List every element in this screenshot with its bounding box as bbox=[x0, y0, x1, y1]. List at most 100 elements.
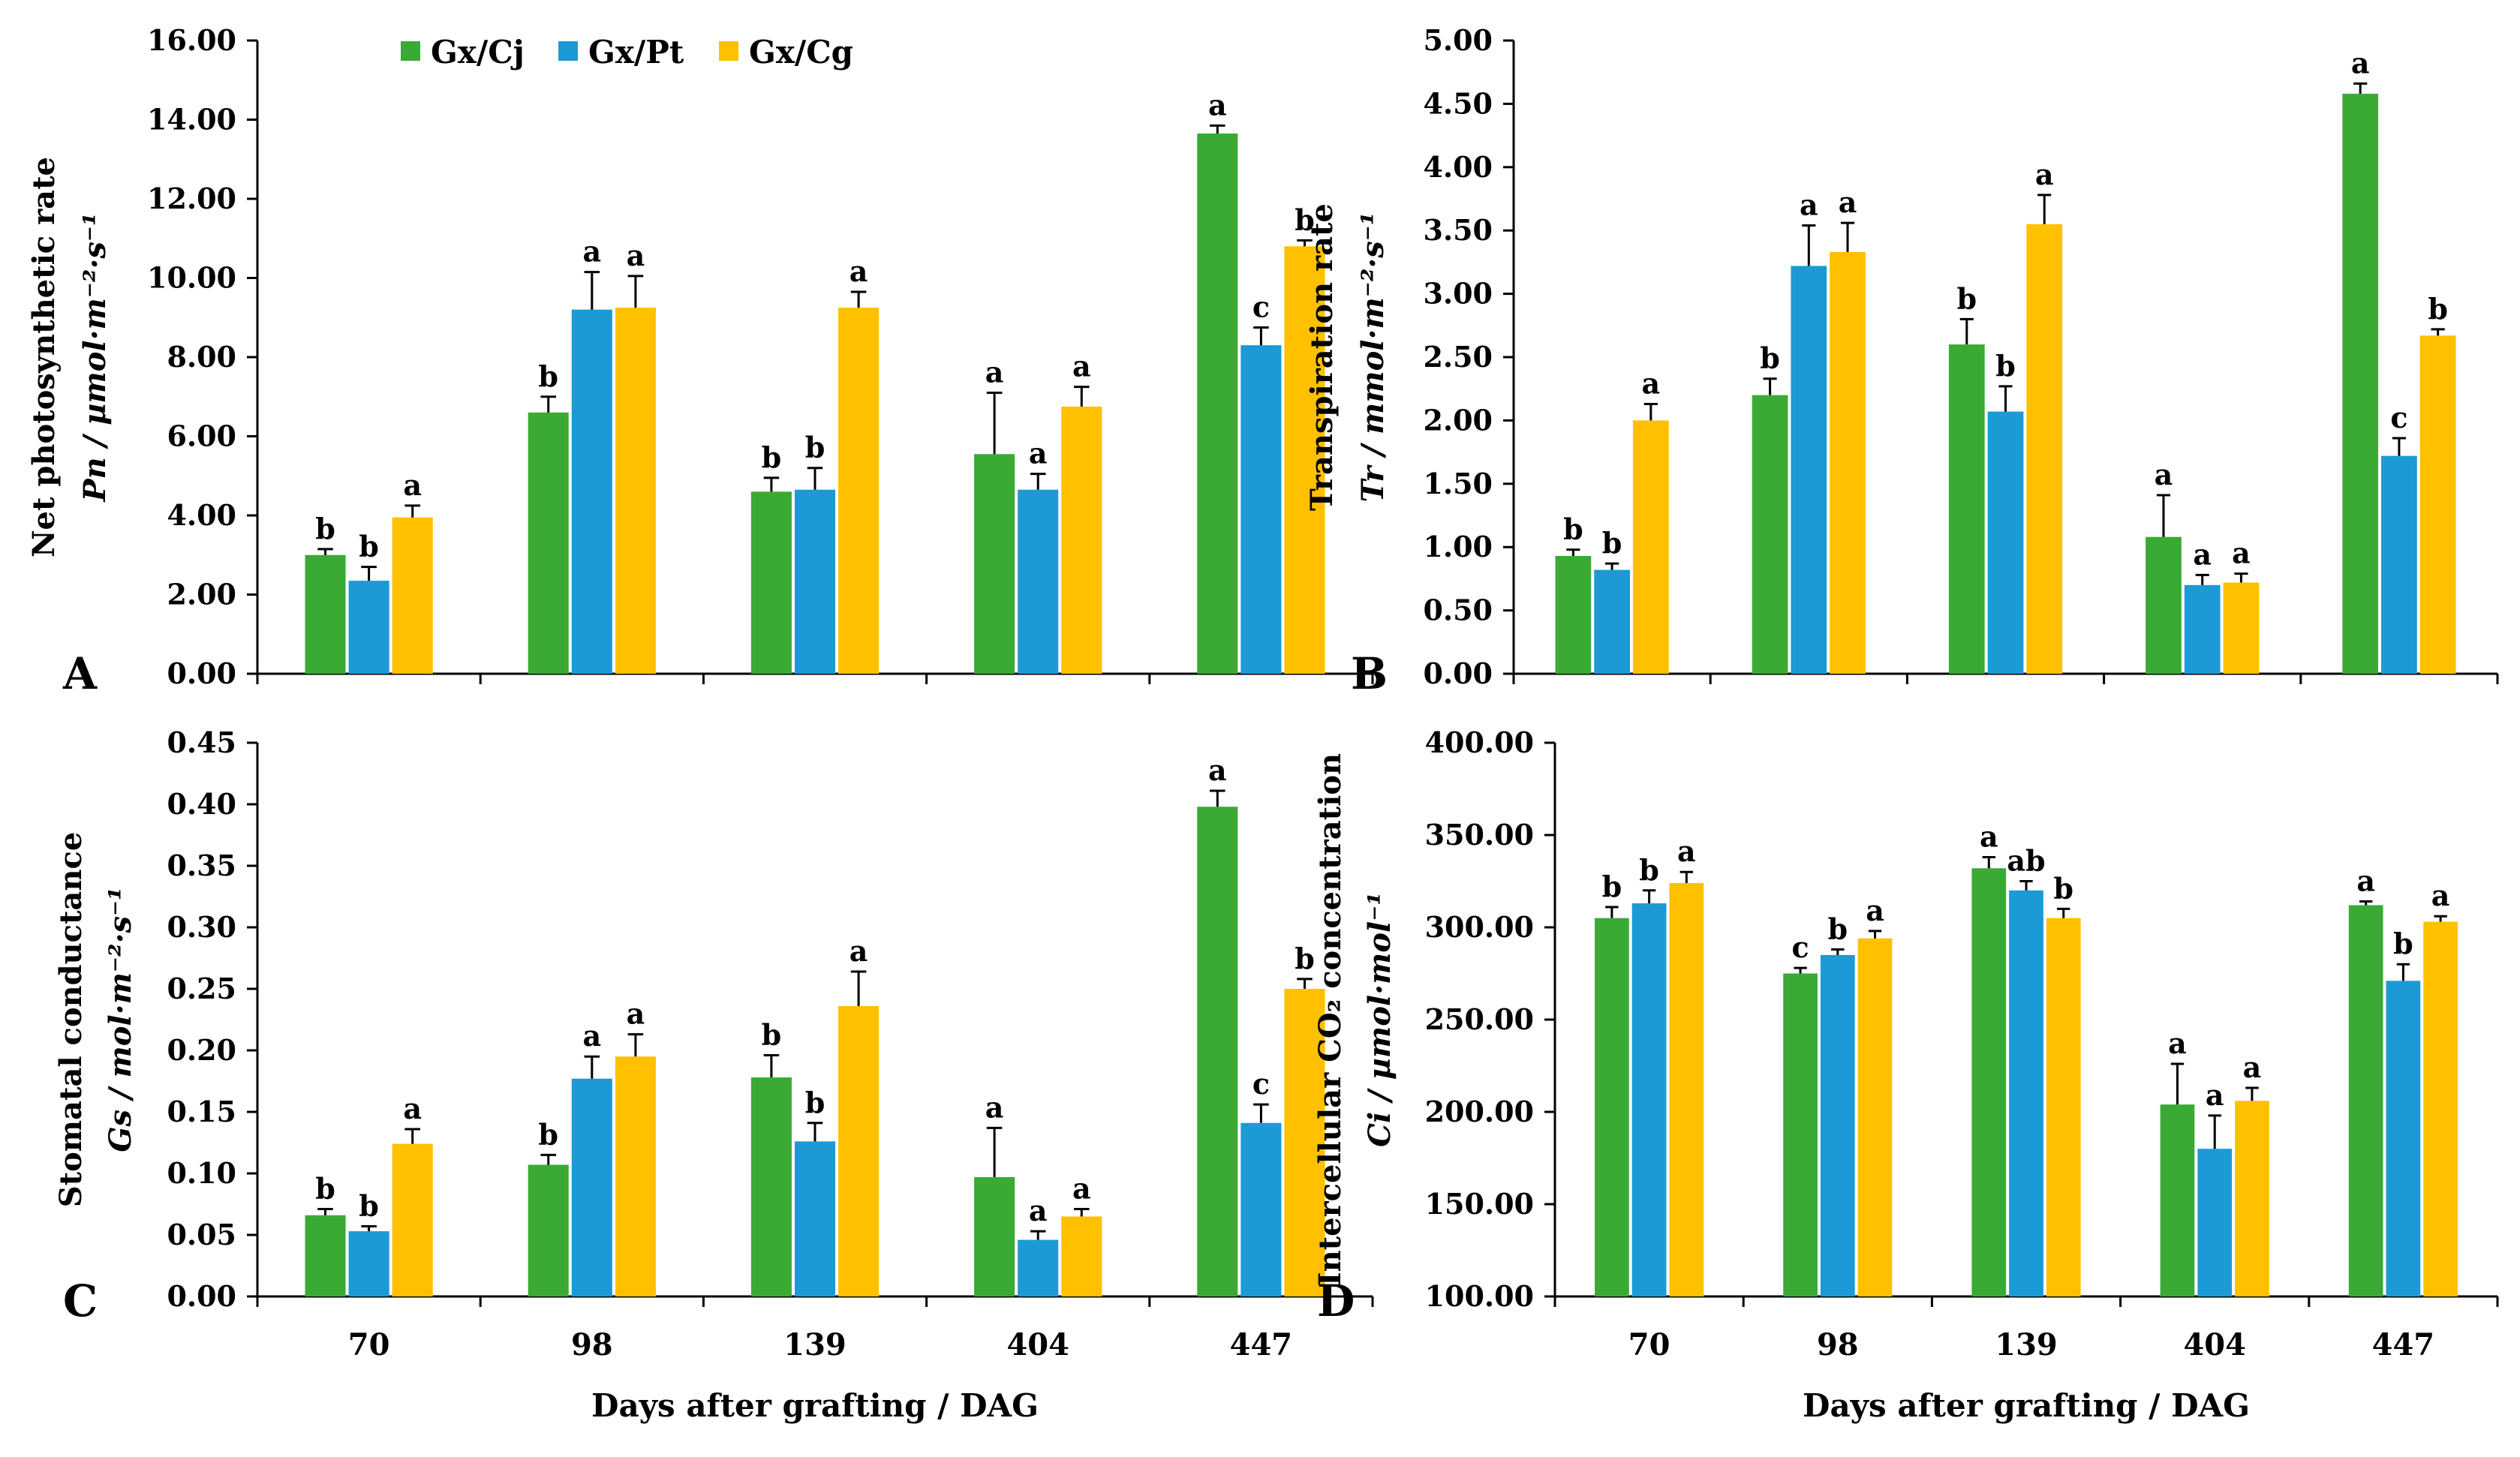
bar-gx-cj bbox=[528, 412, 569, 674]
bar-gx-pt bbox=[1018, 489, 1059, 674]
significance-letter: b bbox=[538, 1117, 558, 1151]
bar-gx-cg bbox=[1284, 989, 1325, 1296]
y-tick-label: 4.00 bbox=[1423, 150, 1493, 184]
significance-letter: a bbox=[1866, 894, 1884, 927]
bar-gx-cj bbox=[2160, 1104, 2195, 1296]
bar-gx-pt bbox=[2386, 981, 2421, 1296]
bar-gx-cj bbox=[305, 1215, 346, 1296]
y-tick-label: 1.00 bbox=[1423, 530, 1493, 563]
bar-gx-cg bbox=[838, 1005, 880, 1296]
significance-letter: a bbox=[850, 254, 868, 288]
y-axis-label-line2: Gs / mol·m⁻²·s⁻¹ bbox=[103, 887, 138, 1152]
bar-gx-cj bbox=[1971, 868, 2007, 1296]
y-tick-label: 300.00 bbox=[1425, 910, 1534, 944]
legend-label: Gx/Cj bbox=[431, 34, 525, 71]
y-tick-label: 0.00 bbox=[1423, 656, 1493, 690]
bar-gx-cj bbox=[2342, 93, 2379, 674]
y-tick-label: 4.00 bbox=[167, 498, 236, 532]
significance-letter: b bbox=[805, 1086, 825, 1119]
significance-letter: a bbox=[985, 355, 1004, 389]
bar-gx-cg bbox=[615, 308, 656, 674]
significance-letter: a bbox=[2351, 46, 2370, 80]
significance-letter: a bbox=[1677, 834, 1696, 868]
x-axis-title: Days after grafting / DAG bbox=[1803, 1387, 2250, 1424]
significance-letter: a bbox=[2155, 458, 2173, 491]
bar-gx-cg bbox=[1284, 246, 1325, 674]
bar-gx-pt bbox=[2197, 1149, 2233, 1296]
significance-letter: a bbox=[582, 1019, 601, 1053]
y-tick-label: 0.00 bbox=[167, 656, 236, 690]
legend-label: Gx/Pt bbox=[588, 34, 684, 71]
bar-gx-pt bbox=[348, 581, 389, 674]
significance-letter: b bbox=[2428, 292, 2448, 326]
bar-gx-cj bbox=[974, 454, 1015, 674]
significance-letter: a bbox=[1208, 753, 1227, 787]
significance-letter: a bbox=[2356, 864, 2375, 898]
y-tick-label: 4.50 bbox=[1423, 86, 1493, 120]
panel-label: B bbox=[1351, 648, 1388, 699]
significance-letter: b bbox=[315, 512, 335, 545]
bar-gx-cg bbox=[2235, 1101, 2269, 1296]
significance-letter: a bbox=[627, 997, 645, 1031]
y-tick-label: 10.00 bbox=[147, 261, 236, 295]
significance-letter: a bbox=[1072, 1172, 1091, 1206]
bar-gx-cg bbox=[1061, 1216, 1102, 1296]
panel-B: 0.00 0.50 1.00 1.50 2.00 2.50 3.00 3.50 4.00 4.50… bbox=[1304, 23, 2499, 699]
bar-gx-cg bbox=[2026, 224, 2063, 674]
y-tick-label: 0.05 bbox=[167, 1218, 236, 1251]
significance-letter: a bbox=[2232, 536, 2251, 570]
bar-gx-cj bbox=[1555, 556, 1592, 674]
significance-letter: b bbox=[805, 431, 825, 464]
significance-letter: b bbox=[359, 1189, 379, 1223]
significance-letter: b bbox=[538, 359, 558, 393]
significance-letter: b bbox=[359, 530, 379, 563]
y-tick-label: 0.30 bbox=[167, 910, 236, 944]
bar-gx-cj bbox=[1783, 973, 1818, 1296]
bar-gx-pt bbox=[794, 1141, 836, 1296]
bar-gx-pt bbox=[794, 489, 836, 674]
significance-letter: a bbox=[2168, 1026, 2187, 1060]
bar-gx-cg bbox=[392, 1143, 433, 1296]
y-tick-label: 8.00 bbox=[167, 340, 236, 374]
y-axis-label-line2: Pn / µmol·m⁻²·s⁻¹ bbox=[77, 212, 113, 502]
y-tick-label: 150.00 bbox=[1425, 1187, 1534, 1221]
significance-letter: a bbox=[2243, 1050, 2262, 1084]
y-tick-label: 3.50 bbox=[1423, 213, 1493, 247]
panel-D: 100.00 150.00 200.00 250.00 300.00 350.00 400.… bbox=[1313, 725, 2499, 1424]
significance-letter: b bbox=[762, 1018, 782, 1052]
legend: Gx/Cj Gx/Pt Gx/Cg bbox=[401, 34, 853, 71]
y-tick-label: 0.25 bbox=[167, 972, 236, 1005]
y-axis-label-line1: Transpiration rate bbox=[1304, 203, 1340, 511]
x-tick-label: 70 bbox=[348, 1327, 390, 1362]
significance-letter: a bbox=[1839, 185, 1857, 219]
y-tick-label: 2.50 bbox=[1423, 340, 1493, 374]
bar-gx-cg bbox=[1857, 938, 1893, 1296]
significance-letter: a bbox=[1980, 820, 1998, 854]
significance-letter: b bbox=[315, 1172, 335, 1206]
x-tick-label: 70 bbox=[1628, 1327, 1670, 1362]
x-axis-title: Days after grafting / DAG bbox=[591, 1387, 1039, 1424]
significance-letter: b bbox=[1602, 526, 1622, 560]
significance-letter: a bbox=[985, 1090, 1004, 1124]
x-tick-label: 98 bbox=[571, 1327, 613, 1362]
bar-gx-pt bbox=[348, 1231, 389, 1296]
panel-label: D bbox=[1317, 1275, 1355, 1326]
x-tick-label: 139 bbox=[1995, 1327, 2058, 1362]
y-tick-label: 1.50 bbox=[1423, 467, 1493, 500]
bar-gx-cj bbox=[528, 1164, 569, 1296]
bar-gx-cj bbox=[2348, 905, 2383, 1296]
panel-label: C bbox=[63, 1275, 98, 1326]
bar-gx-cj bbox=[974, 1176, 1015, 1296]
bar-gx-pt bbox=[2009, 890, 2043, 1296]
y-tick-label: 3.00 bbox=[1423, 277, 1493, 311]
y-axis-label-line1: Intercellular CO₂ concentration bbox=[1313, 753, 1348, 1286]
significance-letter: a bbox=[1029, 437, 1048, 470]
y-tick-label: 16.00 bbox=[147, 23, 236, 57]
y-tick-label: 200.00 bbox=[1425, 1095, 1534, 1128]
y-tick-label: 0.40 bbox=[167, 787, 236, 821]
significance-letter: b bbox=[1956, 281, 1977, 315]
significance-letter: b bbox=[2053, 871, 2073, 905]
bar-gx-cg bbox=[838, 308, 880, 674]
significance-letter: b bbox=[1828, 912, 1848, 946]
